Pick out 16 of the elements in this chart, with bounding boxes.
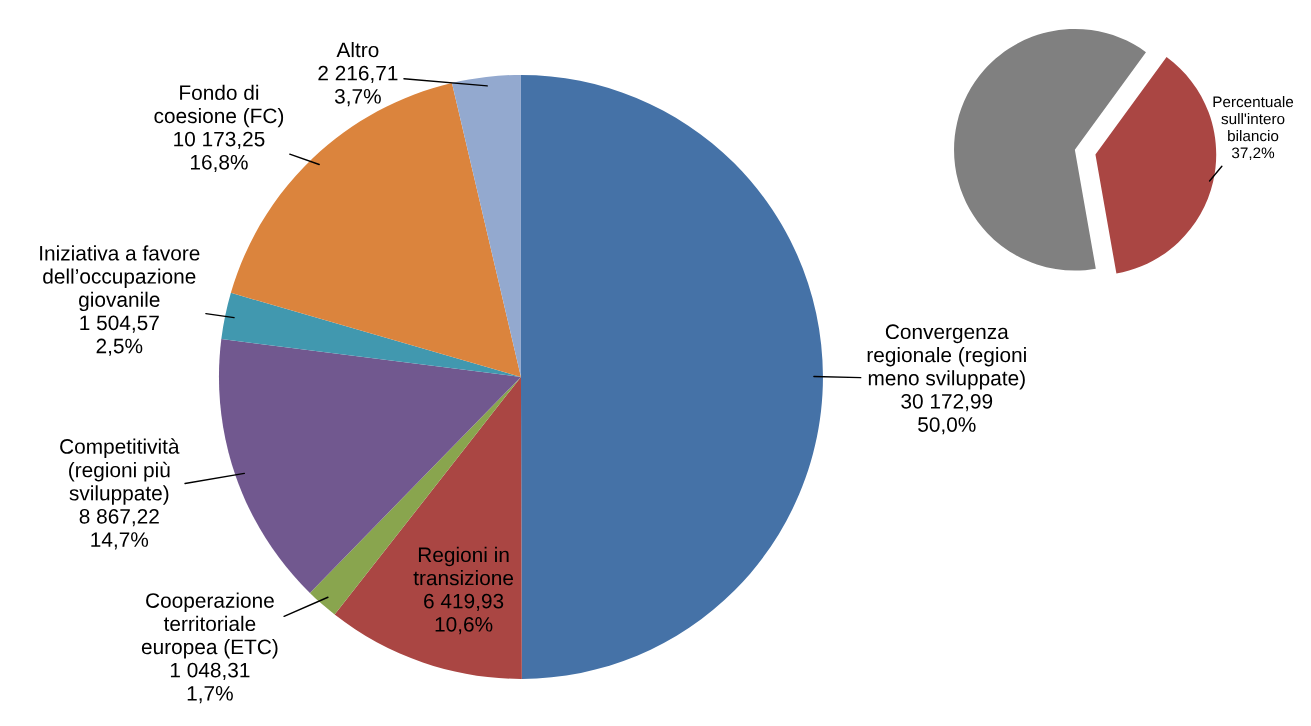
data-label: 30 172,99 50,0% bbox=[901, 393, 993, 435]
data-label: 1 048,31 1,7% bbox=[170, 662, 250, 704]
slice-label: Cooperazione territoriale europea (ETC) bbox=[141, 592, 278, 659]
data-label: 10 173,25 16,8% bbox=[174, 131, 265, 173]
slice-label: Competitività (regioni più sviluppate) bbox=[60, 438, 180, 505]
data-label: 1 504,57 2,5% bbox=[80, 315, 159, 356]
slice-label: Altro bbox=[336, 41, 379, 58]
data-label: 6 419,93 10,6% bbox=[424, 593, 504, 635]
data-label: 8 867,22 14,7% bbox=[79, 508, 159, 550]
data-label: 37,2% bbox=[1231, 147, 1275, 161]
slice-label: Convergenza regionale (regioni meno sviluppate) bbox=[867, 324, 1026, 390]
data-label: 2 216,71 3,7% bbox=[318, 65, 398, 107]
slice-label: Regioni in transizione bbox=[413, 546, 514, 586]
slice-label: Iniziativa a favore dell’occupazione giovanile bbox=[40, 245, 200, 312]
slice-label: Percentuale sull'intero bilancio bbox=[1213, 96, 1294, 142]
slice-label: Fondo di coesione (FC) bbox=[154, 84, 284, 128]
